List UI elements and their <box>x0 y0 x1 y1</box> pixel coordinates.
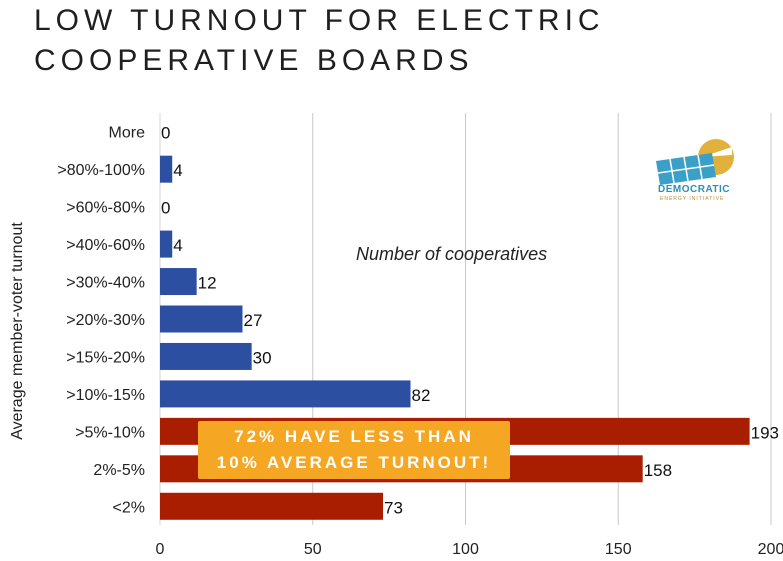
solar-panel-sun-logo-icon <box>656 139 734 185</box>
category-label-3: >40%-60% <box>66 237 145 254</box>
value-label-8: 193 <box>751 423 779 442</box>
value-label-2: 0 <box>161 199 170 218</box>
bar-4 <box>160 268 197 296</box>
category-label-0: More <box>109 125 146 142</box>
value-label-0: 0 <box>161 124 170 143</box>
value-label-3: 4 <box>173 236 182 255</box>
callout-line-1: 72% HAVE LESS THAN <box>234 427 474 446</box>
logo-wordmark: DEMOCRATIC <box>658 184 731 195</box>
x-tick-label-3: 150 <box>605 541 632 558</box>
x-tick-label-4: 200 <box>758 541 783 558</box>
chart-title-line-1: LOW TURNOUT FOR ELECTRIC <box>34 4 605 37</box>
category-label-8: >5%-10% <box>75 424 145 441</box>
chart-title-line-2: COOPERATIVE BOARDS <box>34 44 474 77</box>
x-tick-label-0: 0 <box>156 541 165 558</box>
x-tick-label-2: 100 <box>452 541 479 558</box>
value-label-1: 4 <box>173 161 182 180</box>
category-label-6: >15%-20% <box>66 349 145 366</box>
category-label-10: <2% <box>113 499 145 516</box>
value-label-6: 30 <box>253 348 272 367</box>
logo-subtitle: ENERGY INITIATIVE <box>660 196 725 202</box>
y-axis-title: Average member-voter turnout <box>9 222 26 440</box>
category-label-4: >30%-40% <box>66 275 145 292</box>
bar-3 <box>160 230 173 258</box>
category-label-5: >20%-30% <box>66 312 145 329</box>
category-label-7: >10%-15% <box>66 387 145 404</box>
category-label-1: >80%-100% <box>57 162 145 179</box>
category-label-9: 2%-5% <box>93 462 145 479</box>
value-label-5: 27 <box>243 311 262 330</box>
value-label-7: 82 <box>412 386 431 405</box>
bar-5 <box>160 305 243 333</box>
callout-line-2: 10% AVERAGE TURNOUT! <box>216 453 492 472</box>
annotation-number-of-cooperatives: Number of cooperatives <box>356 244 547 264</box>
bar-6 <box>160 342 252 370</box>
category-label-2: >60%-80% <box>66 200 145 217</box>
x-tick-label-1: 50 <box>304 541 322 558</box>
turnout-callout: 72% HAVE LESS THAN 10% AVERAGE TURNOUT! <box>198 421 510 479</box>
value-label-4: 12 <box>198 274 217 293</box>
value-label-10: 73 <box>384 498 403 517</box>
bar-10 <box>160 492 384 520</box>
bar-1 <box>160 155 173 183</box>
value-label-9: 158 <box>644 461 672 480</box>
bar-7 <box>160 380 411 408</box>
